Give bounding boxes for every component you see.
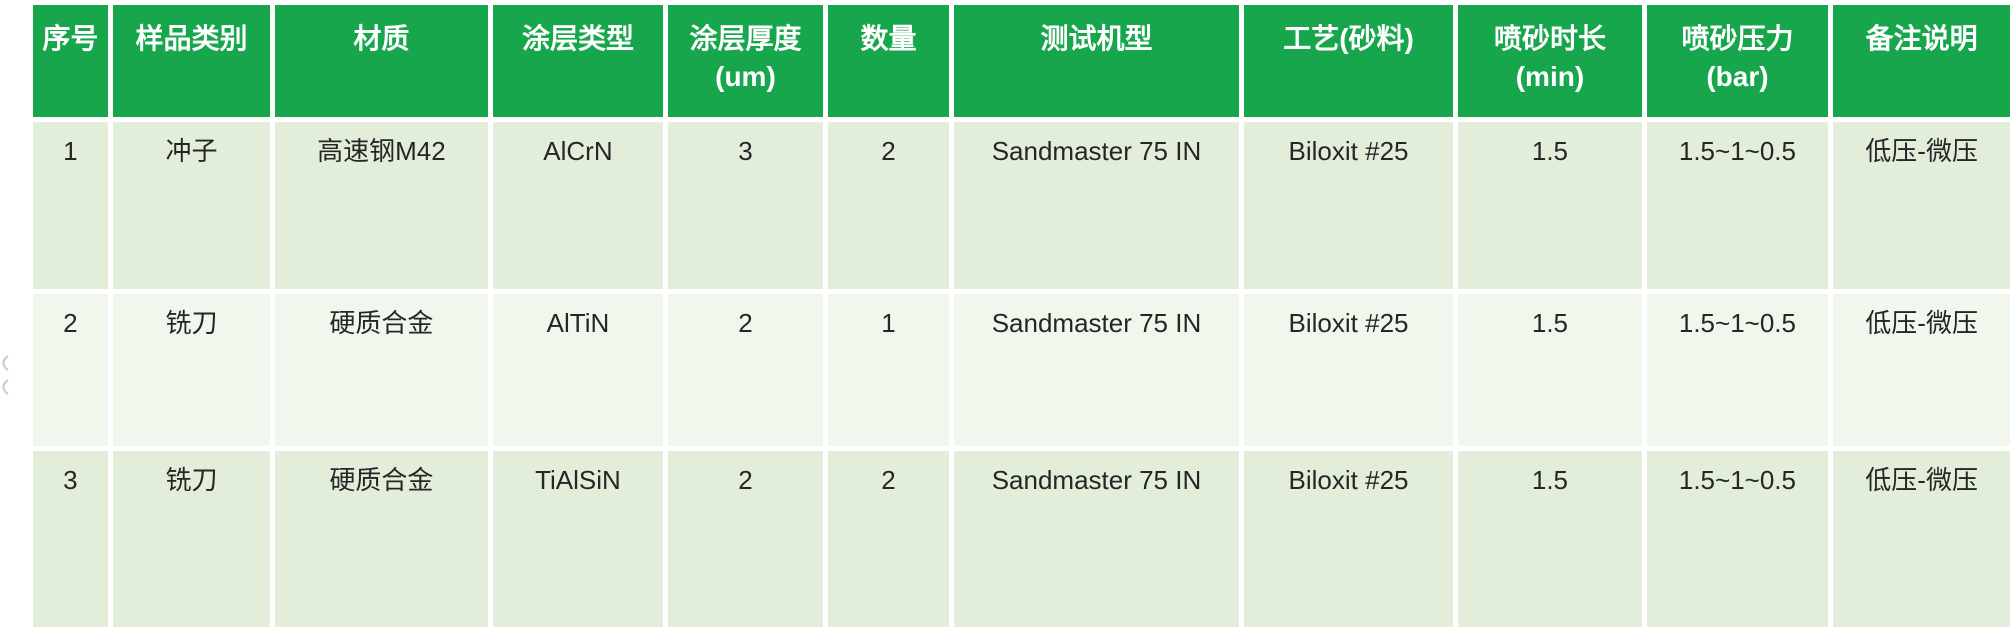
column-header-coating-thickness: 涂层厚度 (um)	[668, 5, 823, 117]
table-header-row: 序号 样品类别 材质 涂层类型 涂层厚度 (um) 数量 测试机型 工艺(砂料) …	[33, 5, 2010, 117]
table-cell: 3	[33, 451, 108, 627]
table-cell: 低压-微压	[1833, 294, 2010, 446]
table-cell: 1.5	[1458, 294, 1642, 446]
table-cell: 1.5~1~0.5	[1646, 451, 1829, 627]
table-cell: 低压-微压	[1833, 451, 2010, 627]
column-header-process-abrasive: 工艺(砂料)	[1243, 5, 1454, 117]
table-cell: 2	[33, 294, 108, 446]
table-cell: 3	[668, 122, 823, 289]
table-cell: Biloxit #25	[1243, 122, 1454, 289]
table-cell: 2	[827, 122, 950, 289]
table-cell: 2	[827, 451, 950, 627]
table-cell: 2	[668, 451, 823, 627]
table-cell: Biloxit #25	[1243, 451, 1454, 627]
column-header-sample-type: 样品类别	[112, 5, 271, 117]
table-cell: 1	[827, 294, 950, 446]
column-header-remarks: 备注说明	[1833, 5, 2010, 117]
table-cell: 低压-微压	[1833, 122, 2010, 289]
table-cell: 2	[668, 294, 823, 446]
column-header-blast-duration: 喷砂时长 (min)	[1458, 5, 1642, 117]
table-cell: Sandmaster 75 IN	[954, 294, 1239, 446]
table-row: 1 冲子 高速钢M42 AlCrN 3 2 Sandmaster 75 IN B…	[33, 122, 2010, 289]
left-edge-artifact-mark	[2, 355, 9, 395]
table-row: 2 铣刀 硬质合金 AlTiN 2 1 Sandmaster 75 IN Bil…	[33, 294, 2010, 446]
table-cell: 1.5	[1458, 451, 1642, 627]
table-cell: 1	[33, 122, 108, 289]
column-header-test-machine: 测试机型	[954, 5, 1239, 117]
table-cell: Biloxit #25	[1243, 294, 1454, 446]
table-row: 3 铣刀 硬质合金 TiAlSiN 2 2 Sandmaster 75 IN B…	[33, 451, 2010, 627]
table-cell: Sandmaster 75 IN	[954, 122, 1239, 289]
column-header-blast-pressure: 喷砂压力 (bar)	[1646, 5, 1829, 117]
table-cell: AlCrN	[492, 122, 664, 289]
table-cell: AlTiN	[492, 294, 664, 446]
table-cell: 1.5~1~0.5	[1646, 122, 1829, 289]
table-cell: Sandmaster 75 IN	[954, 451, 1239, 627]
sample-test-table: 序号 样品类别 材质 涂层类型 涂层厚度 (um) 数量 测试机型 工艺(砂料) …	[28, 0, 2015, 632]
table-cell: 铣刀	[112, 451, 271, 627]
table-cell: 1.5~1~0.5	[1646, 294, 1829, 446]
column-header-coating-type: 涂层类型	[492, 5, 664, 117]
table-cell: 铣刀	[112, 294, 271, 446]
table-cell: 高速钢M42	[275, 122, 488, 289]
table-cell: 硬质合金	[275, 294, 488, 446]
table-cell: 1.5	[1458, 122, 1642, 289]
table-cell: TiAlSiN	[492, 451, 664, 627]
column-header-serial: 序号	[33, 5, 108, 117]
column-header-quantity: 数量	[827, 5, 950, 117]
table-cell: 冲子	[112, 122, 271, 289]
column-header-material: 材质	[275, 5, 488, 117]
table-cell: 硬质合金	[275, 451, 488, 627]
